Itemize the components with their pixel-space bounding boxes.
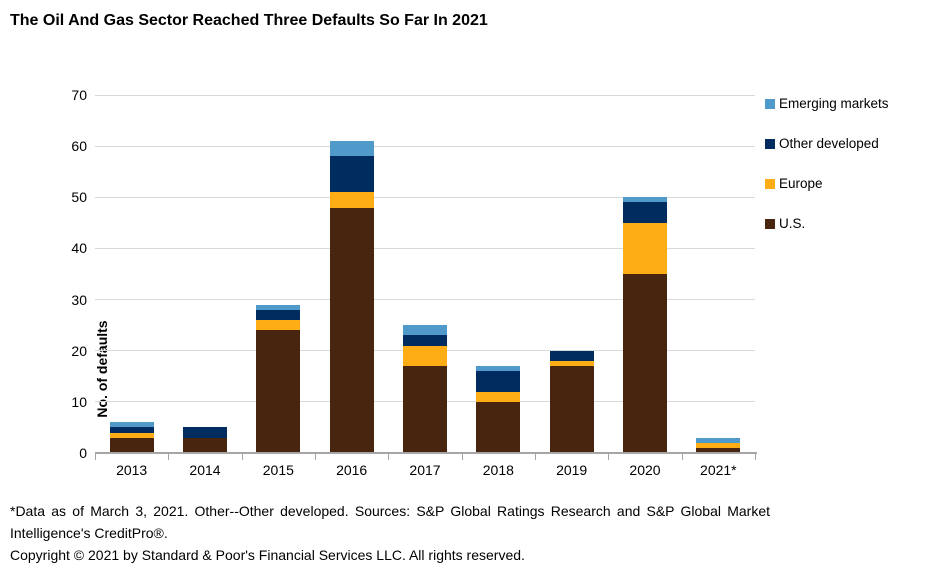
bar-segment-other-developed [623,202,667,223]
bar-segment-europe [256,320,301,331]
bar-segment-other-developed [403,335,447,346]
bar-segment-europe [696,442,741,448]
x-tick-mark [168,454,170,460]
plot-area: No. of defaults [94,94,755,453]
bar-segment-other-developed [256,309,301,321]
y-tick-label: 20 [71,342,87,359]
legend-label: U.S. [779,216,806,231]
bar-segment-u-s [623,274,667,453]
x-tick-label: 2020 [629,462,661,478]
bar-segment-u-s [476,401,521,453]
y-tick-label: 40 [71,240,87,257]
x-tick-mark [388,454,390,460]
bar-segment-europe [549,360,594,367]
gridline [95,196,755,198]
y-tick-label: 50 [71,189,87,206]
legend-swatch-icon [765,98,775,109]
x-tick-label: 2018 [482,462,514,478]
legend-item: Europe [765,176,889,191]
bar-2019 [549,350,594,453]
y-tick-label: 60 [71,138,87,155]
bar-2015 [256,304,301,453]
legend-item: Emerging markets [765,96,889,111]
chart-title: The Oil And Gas Sector Reached Three Def… [10,12,488,29]
bar-segment-other-developed [549,350,594,361]
bar-2021 [696,437,741,453]
x-tick-mark [95,454,96,460]
y-axis-title: No. of defaults [94,320,110,418]
legend-label: Europe [779,176,823,191]
x-tick-label: 2014 [189,462,221,478]
x-tick-label: 2017 [409,462,441,478]
gridline [95,247,755,249]
bar-2017 [403,325,447,453]
x-axis-line [95,452,757,454]
bar-segment-emerging-markets [696,437,741,443]
bar-segment-emerging-markets [476,366,521,372]
y-tick-label: 10 [71,393,87,410]
bar-segment-emerging-markets [329,141,374,157]
bar-2016 [329,141,374,453]
bar-segment-u-s [183,437,227,453]
x-tick-mark [755,454,756,460]
legend-item: Other developed [765,136,889,151]
x-tick-label: 2021* [700,462,737,478]
bar-segment-other-developed [476,371,521,392]
legend-swatch-icon [765,218,775,229]
y-tick-label: 30 [71,291,87,308]
footnote-source: *Data as of March 3, 2021. Other--Other … [10,503,770,541]
bar-segment-emerging-markets [256,304,301,310]
x-tick-label: 2013 [116,462,148,478]
bar-segment-u-s [109,437,154,453]
bar-segment-u-s [256,330,301,453]
gridline [95,299,755,301]
gridline [95,94,755,96]
footnotes: *Data as of March 3, 2021. Other--Other … [10,500,770,566]
bar-segment-emerging-markets [109,422,154,428]
bar-2014 [183,427,227,453]
legend-label: Other developed [779,136,879,151]
bar-segment-other-developed [329,156,374,193]
x-tick-mark [608,454,610,460]
bar-segment-u-s [696,447,741,453]
bar-2018 [476,366,521,453]
bar-segment-emerging-markets [623,197,667,203]
x-tick-label: 2016 [336,462,368,478]
bar-segment-emerging-markets [403,325,447,336]
bar-segment-other-developed [109,427,154,433]
x-tick-mark [241,454,243,460]
x-tick-mark [535,454,536,460]
legend-swatch-icon [765,178,775,189]
footnote-copyright: Copyright © 2021 by Standard & Poor's Fi… [10,547,525,563]
legend-item: U.S. [765,216,889,231]
x-tick-mark [315,454,316,460]
bar-segment-u-s [329,207,374,453]
bar-segment-europe [476,391,521,402]
x-tick-label: 2015 [262,462,294,478]
bar-segment-europe [329,192,374,208]
x-tick-label: 2019 [556,462,588,478]
legend-swatch-icon [765,138,775,149]
x-tick-mark [681,454,683,460]
bar-segment-u-s [549,366,594,453]
y-tick-label: 70 [71,87,87,103]
bar-segment-europe [109,432,154,438]
bar-segment-europe [403,345,447,367]
bar-segment-europe [623,222,667,274]
bar-2013 [109,422,154,453]
y-tick-label: 0 [79,445,87,461]
legend-label: Emerging markets [779,96,889,111]
bar-2020 [623,197,667,453]
x-tick-mark [461,454,463,460]
gridline [95,145,755,147]
bar-segment-u-s [403,366,447,453]
bar-segment-other-developed [183,427,227,438]
legend: Emerging markets Other developed Europe U.S… [765,96,889,256]
